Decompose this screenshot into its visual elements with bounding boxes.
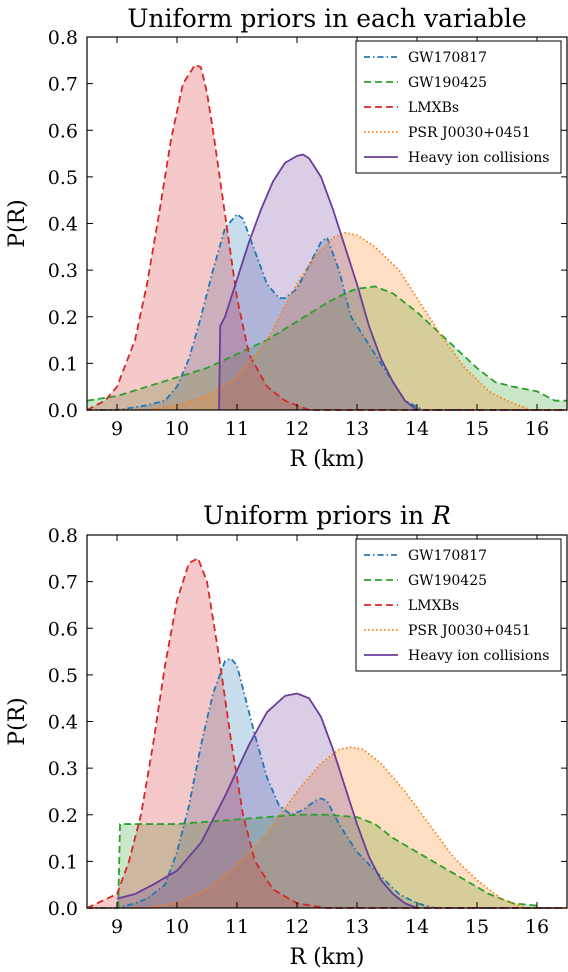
chart-title-variable: R (431, 501, 451, 530)
chart-title: Uniform priors in R (203, 501, 451, 530)
y-tick-label: 0.5 (48, 665, 78, 687)
y-tick-label: 0.8 (48, 27, 78, 49)
x-tick-label: 10 (165, 418, 189, 440)
y-tick-label: 0.3 (48, 758, 78, 780)
y-tick-label: 0.7 (48, 74, 78, 96)
legend: GW170817 GW190425 LMXBs PSR J0030+0451 Heavy… (355, 40, 562, 174)
series-line-2 (86, 557, 567, 909)
series-fill-3 (87, 747, 567, 908)
y-axis-label: P(R) (5, 697, 30, 746)
legend: GW170817 GW190425 LMXBs PSR J0030+0451 Heavy… (355, 538, 562, 672)
legend-label: LMXBs (408, 100, 459, 116)
x-tick-label: 15 (465, 418, 489, 440)
series-line-2 (86, 64, 567, 411)
y-tick-label: 0.6 (48, 120, 78, 142)
y-tick-label: 0.1 (48, 353, 78, 375)
x-tick-label: 14 (405, 418, 429, 440)
y-tick-label: 0.6 (48, 618, 78, 640)
series-line-4 (116, 692, 418, 909)
ticks: 9 10 11 12 13 14 15 16 0.0 0.1 0.2 0.3 0.4 0.5 0.6 0.7 0… (48, 27, 567, 440)
x-tick-label: 15 (465, 916, 489, 938)
series-fill-4 (219, 154, 417, 410)
legend-label: GW170817 (408, 50, 487, 66)
x-tick-label: 12 (285, 916, 309, 938)
series-line-3 (87, 231, 567, 411)
y-tick-label: 0.0 (48, 898, 78, 920)
y-tick-label: 0.8 (48, 525, 78, 547)
series-fill-0 (87, 658, 567, 908)
x-tick-label: 16 (525, 916, 549, 938)
x-tick-label: 9 (111, 418, 123, 440)
legend-label: Heavy ion collisions (408, 150, 549, 166)
x-axis-label: R (km) (290, 447, 365, 472)
y-tick-label: 0.1 (48, 851, 78, 873)
y-tick-label: 0.5 (48, 167, 78, 189)
series-line-0 (87, 213, 567, 411)
series-fills (87, 64, 567, 410)
y-tick-label: 0.7 (48, 572, 78, 594)
x-tick-label: 11 (225, 418, 249, 440)
y-tick-label: 0.4 (48, 214, 78, 236)
series-fill-1 (118, 814, 539, 908)
series-lines (86, 557, 567, 909)
x-tick-label: 12 (285, 418, 309, 440)
series-fill-2 (87, 64, 567, 410)
series-fill-1 (87, 286, 567, 410)
chart-panel-1: 9 10 11 12 13 14 15 16 0.0 0.1 0.2 0.3 0.4 0.5 0.6 0.7 0… (5, 4, 568, 472)
y-tick-label: 0.4 (48, 712, 78, 734)
x-tick-label: 13 (345, 418, 369, 440)
x-tick-label: 10 (165, 916, 189, 938)
legend-label: Heavy ion collisions (408, 648, 549, 664)
series-fill-2 (87, 558, 567, 908)
series-lines (86, 64, 567, 411)
y-axis-label: P(R) (5, 199, 30, 248)
y-tick-label: 0.2 (48, 307, 78, 329)
y-tick-label: 0.3 (48, 260, 78, 282)
x-tick-label: 9 (111, 916, 123, 938)
x-tick-label: 13 (345, 916, 369, 938)
y-tick-label: 0.2 (48, 805, 78, 827)
x-tick-label: 14 (405, 916, 429, 938)
series-fill-3 (87, 232, 567, 410)
series-line-4 (218, 153, 418, 411)
series-fill-0 (87, 214, 567, 410)
series-line-1 (86, 285, 567, 402)
legend-label: PSR J0030+0451 (408, 125, 531, 141)
chart-panel-2: 9 10 11 12 13 14 15 16 0.0 0.1 0.2 0.3 0.4 0.5 0.6 0.7 0… (5, 501, 568, 970)
legend-label: GW190425 (408, 75, 487, 91)
chart-title: Uniform priors in each variable (127, 4, 526, 33)
legend-label: GW190425 (408, 573, 487, 589)
legend-label: PSR J0030+0451 (408, 623, 531, 639)
x-tick-label: 11 (225, 916, 249, 938)
ticks: 9 10 11 12 13 14 15 16 0.0 0.1 0.2 0.3 0.4 0.5 0.6 0.7 0… (48, 525, 567, 938)
legend-label: GW170817 (408, 548, 487, 564)
legend-label: LMXBs (408, 598, 459, 614)
x-axis-label: R (km) (290, 945, 365, 970)
y-tick-label: 0.0 (48, 400, 78, 422)
x-tick-label: 16 (525, 418, 549, 440)
